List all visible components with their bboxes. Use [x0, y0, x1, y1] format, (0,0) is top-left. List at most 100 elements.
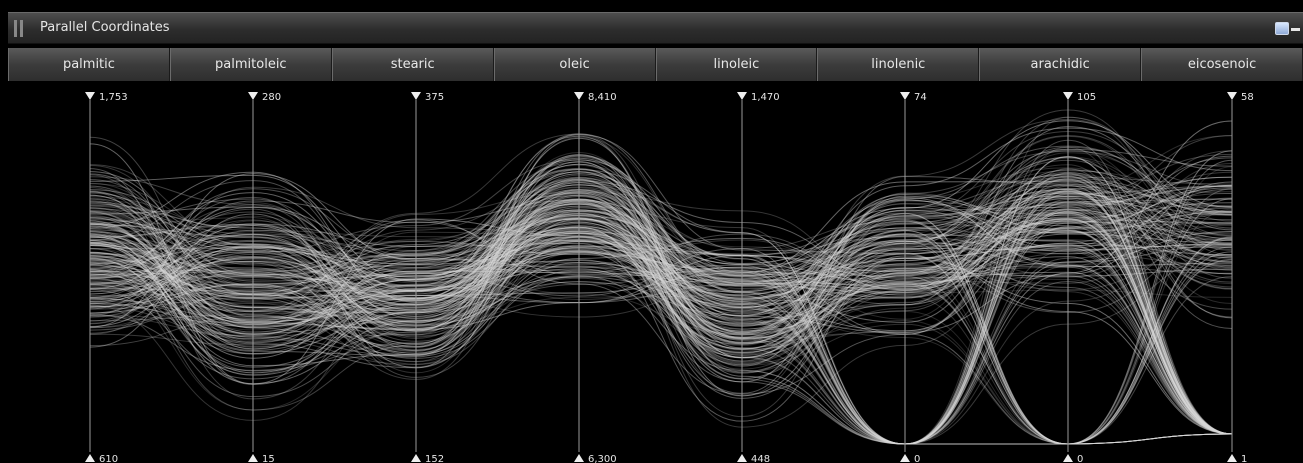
record-line	[89, 204, 1233, 329]
axis-min-handle-palmitic[interactable]	[85, 454, 95, 462]
record-line	[89, 156, 1233, 445]
record-line	[89, 177, 1233, 421]
record-line	[89, 167, 1233, 363]
record-line	[89, 192, 1233, 333]
record-line	[89, 180, 1233, 435]
record-line	[89, 150, 1233, 339]
record-line	[89, 181, 1233, 344]
record-line	[89, 209, 1233, 445]
record-line	[89, 133, 1233, 445]
record-line	[89, 166, 1233, 445]
axis-max-handle-linoleic[interactable]	[737, 92, 747, 100]
axis-header-palmitic[interactable]: palmitic	[8, 48, 170, 81]
axis-max-handle-oleic[interactable]	[574, 92, 584, 100]
record-line	[89, 135, 1233, 334]
record-line	[89, 134, 1233, 369]
record-line	[89, 240, 1233, 445]
axis-min-handle-linolenic[interactable]	[900, 454, 910, 462]
record-line	[89, 179, 1233, 326]
axis-header-stearic[interactable]: stearic	[331, 48, 494, 81]
record-line	[89, 202, 1233, 445]
record-line	[89, 236, 1233, 356]
record-line	[89, 203, 1233, 348]
axis-max-handle-eicosenoic[interactable]	[1227, 92, 1237, 100]
axis-header-bar: palmitic palmitoleic stearic oleic linoleic l…	[8, 48, 1303, 81]
record-line	[89, 164, 1233, 326]
title-bar[interactable]: Parallel Coordinates	[8, 12, 1303, 44]
record-line	[89, 192, 1233, 293]
record-line	[89, 191, 1233, 435]
record-line	[89, 116, 1233, 340]
axis-max-handle-arachidic[interactable]	[1063, 92, 1073, 100]
window-icon[interactable]	[1275, 22, 1289, 35]
record-line	[89, 176, 1233, 327]
record-line	[89, 161, 1233, 435]
record-line	[89, 159, 1233, 445]
axis-max-label-arachidic: 105	[1077, 92, 1096, 103]
axis-min-handle-arachidic[interactable]	[1063, 454, 1073, 462]
axis-header-arachidic[interactable]: arachidic	[979, 48, 1142, 81]
axis-min-handle-palmitoleic[interactable]	[248, 454, 258, 462]
record-line	[89, 164, 1233, 435]
grip-icon[interactable]	[14, 20, 28, 37]
record-line	[89, 109, 1233, 334]
axis-header-palmitoleic[interactable]: palmitoleic	[169, 48, 332, 81]
axis-max-label-eicosenoic: 58	[1241, 92, 1254, 103]
record-line	[89, 137, 1233, 359]
axis-max-handle-stearic[interactable]	[411, 92, 421, 100]
record-line	[89, 202, 1233, 428]
axis-min-label-palmitic: 610	[99, 454, 118, 463]
axis-min-label-eicosenoic: 1	[1241, 454, 1247, 463]
axis-min-handle-stearic[interactable]	[411, 454, 421, 462]
axis-min-handle-oleic[interactable]	[574, 454, 584, 462]
record-line	[89, 212, 1233, 445]
axis-max-handle-palmitoleic[interactable]	[248, 92, 258, 100]
record-line	[89, 148, 1233, 331]
axis-min-handle-eicosenoic[interactable]	[1227, 454, 1237, 462]
record-line	[89, 168, 1233, 352]
record-line	[89, 127, 1233, 333]
record-line	[89, 218, 1233, 435]
record-line	[89, 223, 1233, 326]
axis-min-handle-linoleic[interactable]	[737, 454, 747, 462]
record-line	[89, 153, 1233, 355]
axis-header-eicosenoic[interactable]: eicosenoic	[1141, 48, 1303, 81]
axis-header-oleic[interactable]: oleic	[493, 48, 656, 81]
record-line	[89, 157, 1233, 296]
axis-header-linolenic[interactable]: linolenic	[817, 48, 980, 81]
minimize-icon[interactable]	[1291, 28, 1300, 31]
record-line	[89, 208, 1233, 312]
record-line	[89, 210, 1233, 445]
record-line	[89, 185, 1233, 365]
record-line	[89, 181, 1233, 435]
axis-max-handle-palmitic[interactable]	[85, 92, 95, 100]
record-line	[89, 173, 1233, 363]
record-line	[89, 176, 1233, 351]
record-line	[89, 176, 1233, 445]
record-line	[89, 171, 1233, 435]
record-line	[89, 220, 1233, 399]
record-line	[89, 185, 1233, 273]
record-line	[89, 178, 1233, 435]
record-line	[89, 185, 1233, 376]
parallel-coordinates-plot[interactable]: 1,753 610 280 15 375 152 8,410 6,300 1,470 448 74 0…	[0, 84, 1303, 463]
record-line	[89, 126, 1233, 332]
axis-header-linoleic[interactable]: linoleic	[655, 48, 818, 81]
plot-svg[interactable]: 1,753 610 280 15 375 152 8,410 6,300 1,470 448 74 0…	[0, 84, 1303, 463]
record-line	[89, 159, 1233, 347]
record-line	[89, 184, 1233, 323]
record-line	[89, 146, 1233, 350]
record-line	[89, 157, 1233, 445]
record-line	[89, 164, 1233, 445]
record-line	[89, 187, 1233, 338]
axis-max-handle-linolenic[interactable]	[900, 92, 910, 100]
record-line	[89, 176, 1233, 435]
record-line	[89, 163, 1233, 445]
record-line	[89, 198, 1233, 371]
record-line	[89, 135, 1233, 342]
axis-min-label-linolenic: 0	[914, 454, 920, 463]
record-line	[89, 143, 1233, 385]
record-line	[89, 148, 1233, 330]
record-line	[89, 218, 1233, 350]
